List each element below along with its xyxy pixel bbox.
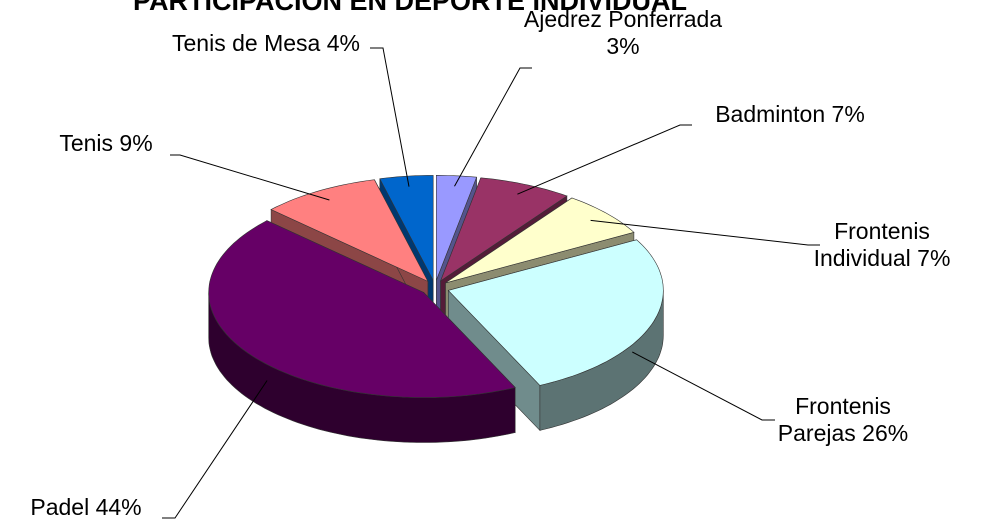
slice-label: Frontenis Individual 7% bbox=[787, 218, 977, 272]
category-label: Frontenis Parejas bbox=[777, 393, 891, 446]
slice-label: Ajedrez Ponferrada 3% bbox=[508, 6, 738, 60]
category-label: Frontenis Individual bbox=[813, 218, 930, 271]
leader-line bbox=[162, 380, 268, 519]
value-label: 7% bbox=[831, 101, 865, 127]
value-label: 9% bbox=[119, 130, 153, 156]
category-label: Badminton bbox=[715, 101, 826, 127]
slice-label: Frontenis Parejas 26% bbox=[753, 393, 933, 447]
slice-top bbox=[270, 179, 429, 283]
slice-top bbox=[379, 175, 434, 281]
value-label: 3% bbox=[606, 33, 640, 59]
slice-top bbox=[445, 197, 635, 284]
leader-line bbox=[370, 47, 410, 187]
slice-label: Tenis de Mesa 4% bbox=[151, 30, 381, 57]
value-label: 44% bbox=[95, 494, 142, 520]
value-label: 7% bbox=[917, 245, 951, 271]
slice-label: Tenis 9% bbox=[31, 130, 181, 157]
slice-label: Padel 44% bbox=[1, 494, 171, 521]
leader-line bbox=[170, 154, 330, 201]
category-label: Tenis de Mesa bbox=[172, 30, 321, 56]
leader-line bbox=[632, 351, 775, 421]
category-label: Padel bbox=[30, 494, 90, 520]
slice-top bbox=[439, 177, 568, 282]
leader-line bbox=[590, 219, 820, 246]
value-label: 4% bbox=[326, 30, 360, 56]
slice-label: Badminton 7% bbox=[680, 101, 900, 128]
leader-line bbox=[517, 124, 692, 195]
slice-top bbox=[447, 239, 664, 386]
leader-line bbox=[454, 67, 532, 187]
slice-top bbox=[208, 220, 516, 398]
value-label: 26% bbox=[862, 420, 909, 446]
chart-title: PARTICIPACIÓN EN DEPORTE INDIVIDUAL bbox=[133, 0, 687, 16]
slice bbox=[208, 220, 516, 443]
category-label: Ajedrez Ponferrada bbox=[523, 6, 723, 32]
slice-top bbox=[435, 174, 478, 281]
category-label: Tenis bbox=[59, 130, 114, 156]
slice bbox=[447, 239, 664, 432]
